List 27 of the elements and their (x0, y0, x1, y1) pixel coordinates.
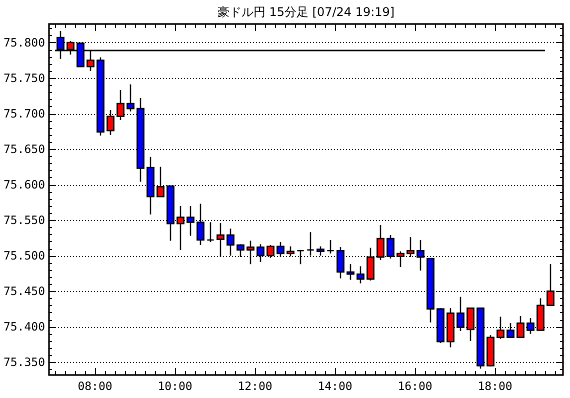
x-tick-label: 10:00 (158, 379, 192, 393)
candlestick (246, 240, 254, 265)
x-tick-label: 18:00 (478, 379, 512, 393)
chart-title: 豪ドル円 15分足 [07/24 19:19] (217, 5, 395, 19)
y-tick-label: 75.650 (3, 142, 46, 156)
candlestick (216, 222, 224, 258)
y-tick-label: 75.600 (3, 178, 46, 192)
candlestick (356, 266, 364, 284)
candlestick (346, 264, 354, 280)
y-tick-label: 75.500 (3, 248, 46, 263)
x-tick-label: 08:00 (78, 379, 112, 393)
y-tick-label: 75.800 (3, 35, 46, 50)
y-tick-label: 75.550 (3, 213, 46, 228)
candlestick (316, 246, 324, 256)
y-tick-label: 75.350 (3, 355, 46, 370)
y-tick-label: 75.750 (3, 71, 46, 85)
candlestick (276, 241, 284, 258)
candlestick (326, 239, 334, 254)
x-tick-label: 14:00 (318, 379, 352, 393)
y-tick-label: 75.400 (3, 320, 46, 334)
candlestick (126, 84, 134, 112)
x-tick-label: 16:00 (398, 379, 432, 393)
y-tick-label: 75.700 (3, 106, 46, 121)
y-tick-label: 75.450 (3, 284, 46, 298)
candlestick (206, 222, 214, 243)
candlestick (226, 228, 234, 256)
x-tick-label: 12:00 (238, 379, 272, 393)
